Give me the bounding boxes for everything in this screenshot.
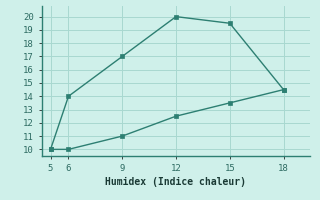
X-axis label: Humidex (Indice chaleur): Humidex (Indice chaleur) — [106, 177, 246, 187]
